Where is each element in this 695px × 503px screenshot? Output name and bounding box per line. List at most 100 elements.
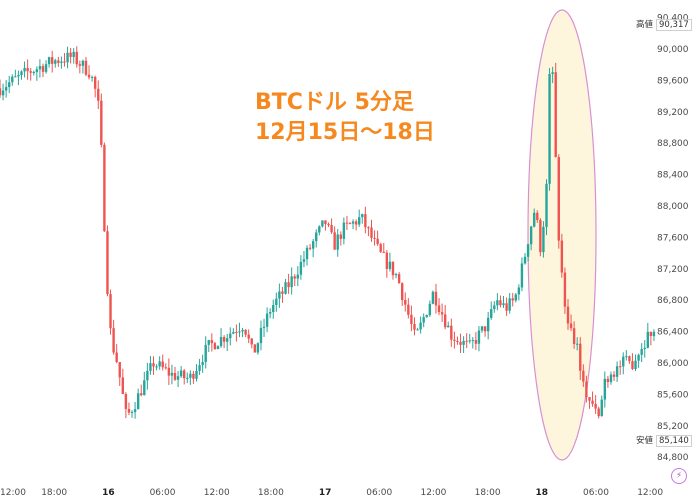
candle-body (431, 291, 435, 304)
candle-body (244, 329, 247, 335)
candle-body (265, 313, 269, 327)
candle-body (649, 331, 653, 337)
x-tick-label: 18 (536, 488, 549, 498)
candle-body (321, 220, 324, 227)
candle-body (204, 344, 207, 363)
candle-body (253, 344, 257, 353)
candle-body (551, 72, 554, 74)
candle-body (90, 76, 94, 78)
candle-body (425, 315, 428, 318)
lightning-icon[interactable]: ⚡ (671, 468, 687, 484)
candle-body (173, 372, 177, 380)
candle-body (192, 373, 195, 379)
candle-body (35, 69, 39, 72)
candle-body (143, 380, 146, 396)
candle-body (594, 403, 597, 409)
candle-body (345, 222, 349, 224)
candle-body (66, 52, 69, 63)
candle-body (256, 343, 260, 353)
candle-body (339, 234, 342, 239)
candle-body (29, 71, 32, 73)
candle-body (60, 61, 63, 63)
candle-body (585, 381, 588, 398)
candle-body (50, 57, 54, 64)
candle-body (606, 378, 610, 383)
x-tick-label: 06:00 (150, 488, 176, 498)
candle-body (272, 305, 275, 313)
candle-body (155, 366, 158, 368)
candle-body (32, 71, 35, 73)
candle-body (293, 276, 296, 279)
candle-body (130, 412, 134, 414)
candle-body (87, 74, 91, 78)
candle-body (0, 88, 2, 96)
x-tick-label: 12:00 (637, 488, 663, 498)
candle-body (410, 314, 413, 324)
candle-body (373, 237, 376, 239)
y-tick-label: 88,400 (657, 171, 689, 181)
candle-body (195, 370, 198, 379)
candle-body (235, 331, 238, 333)
candle-body (625, 356, 628, 358)
candle-body (385, 252, 389, 269)
candle-body (308, 247, 312, 249)
candle-body (652, 331, 656, 337)
candle-body (8, 82, 11, 88)
candle-body (179, 370, 183, 377)
candle-body (100, 100, 103, 145)
y-tick-label: 85,600 (657, 390, 689, 400)
candle-body (109, 294, 112, 329)
candle-body (333, 232, 336, 250)
x-tick-label: 18:00 (475, 488, 501, 498)
annotation-title: BTCドル 5分足 (255, 90, 414, 115)
candle-body (462, 340, 465, 345)
candle-body (268, 312, 272, 314)
high-label: 高値 (636, 20, 654, 30)
candle-body (198, 365, 201, 371)
candle-body (315, 232, 318, 242)
x-tick-label: 12:00 (420, 488, 446, 498)
candle-body (63, 61, 66, 63)
candles (0, 46, 656, 419)
candle-body (351, 221, 355, 224)
high-value: 90,317 (656, 19, 692, 31)
candle-body (75, 51, 78, 65)
candle-body (588, 397, 591, 401)
candle-body (536, 212, 539, 220)
candle-body (38, 66, 42, 70)
candle-body (189, 373, 192, 378)
candle-body (443, 314, 447, 328)
candle-body (526, 244, 530, 257)
candle-body (520, 263, 524, 288)
candle-body (183, 370, 186, 379)
candle-body (216, 346, 220, 350)
candle-body (17, 74, 20, 77)
candle-body (14, 76, 17, 78)
candle-body (296, 274, 300, 279)
candle-body (324, 220, 327, 225)
y-tick-label: 87,200 (657, 265, 689, 275)
candle-body (93, 76, 97, 89)
candle-body (136, 393, 140, 410)
candle-body (523, 256, 527, 264)
candle-body (483, 326, 487, 332)
candle-body (554, 72, 557, 158)
candle-body (407, 304, 410, 315)
candle-body (511, 298, 514, 301)
candle-body (631, 361, 634, 369)
candle-body (121, 377, 125, 394)
candle-body (4, 87, 8, 91)
candle-body (241, 329, 244, 332)
candle-body (548, 73, 551, 184)
candle-body (336, 234, 339, 250)
y-tick-label: 86,800 (657, 296, 689, 306)
candle-body (542, 226, 545, 253)
candle-body (612, 374, 616, 377)
candle-body (505, 303, 508, 311)
candle-body (54, 60, 57, 64)
y-tick-label: 84,800 (657, 453, 689, 463)
candle-body (566, 306, 570, 324)
candle-body (361, 214, 364, 218)
candle-body (354, 221, 358, 225)
